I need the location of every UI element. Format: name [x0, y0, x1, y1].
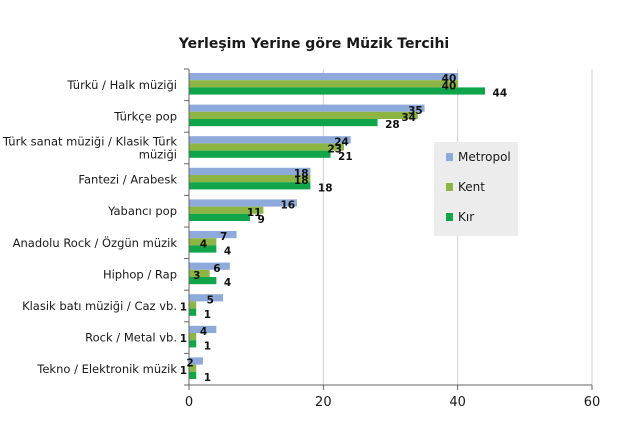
- legend-swatch: [446, 213, 453, 221]
- category-label: Rock / Metal vb.: [85, 331, 177, 345]
- category-label: müziği: [139, 148, 177, 162]
- bar-metropol: [189, 136, 351, 144]
- data-label: 5: [207, 294, 214, 306]
- data-label: 34: [401, 112, 416, 124]
- data-label: 4: [224, 277, 231, 289]
- bar-kent: [189, 175, 311, 183]
- bar-kent: [189, 269, 210, 277]
- bar-kent: [189, 80, 459, 88]
- bar-kır: [189, 87, 486, 95]
- data-label: 3: [193, 270, 200, 282]
- category-label: Tekno / Elektronik müzik: [36, 362, 177, 376]
- data-label: 7: [220, 231, 227, 243]
- bar-metropol: [189, 325, 217, 333]
- data-label: 23: [327, 144, 342, 156]
- category-label: Hiphop / Rap: [103, 267, 177, 281]
- x-tick-label: 40: [449, 395, 466, 410]
- data-label: 16: [280, 200, 295, 212]
- data-label: 9: [257, 214, 264, 226]
- bar-kent: [189, 238, 217, 246]
- data-label: 18: [294, 175, 309, 187]
- bar-kent: [189, 143, 344, 151]
- data-label: 2: [186, 358, 193, 370]
- bar-kır: [189, 119, 378, 127]
- bar-metropol: [189, 357, 203, 365]
- legend: Metropol Kent Kır: [434, 142, 518, 236]
- bar-metropol: [189, 104, 425, 112]
- category-label: Fantezi / Arabesk: [78, 173, 177, 187]
- value-labels: 4035241816765424034231811431114428211894…: [180, 73, 507, 384]
- bar-metropol: [189, 167, 311, 175]
- bar-kent: [189, 206, 264, 214]
- data-label: 1: [180, 365, 187, 377]
- data-label: 21: [338, 151, 353, 163]
- data-label: 1: [180, 333, 187, 345]
- chart-title: Yerleşim Yerine göre Müzik Tercihi: [178, 36, 449, 52]
- bar-kır: [189, 213, 250, 221]
- legend-label: Kent: [458, 180, 485, 194]
- bar-kır: [189, 182, 311, 190]
- legend-swatch: [446, 153, 453, 161]
- category-label: Türkü / Halk müziği: [66, 78, 177, 92]
- bar-kır: [189, 150, 331, 158]
- bar-metropol: [189, 73, 459, 81]
- data-label: 40: [442, 73, 457, 85]
- data-label: 18: [318, 182, 333, 194]
- data-label: 1: [204, 309, 211, 321]
- category-label: Yabancı pop: [107, 204, 177, 218]
- category-label: Klasik batı müziği / Caz vb.: [22, 299, 177, 313]
- category-label: Türk sanat müziği / Klasik Türk: [2, 135, 177, 149]
- category-label: Anadolu Rock / Özgün müzik: [13, 234, 178, 250]
- data-label: 4: [200, 238, 207, 250]
- bar-kır: [189, 277, 217, 285]
- data-label: 24: [334, 136, 349, 148]
- data-label: 4: [224, 246, 231, 258]
- legend-label: Kır: [458, 210, 474, 224]
- bar-kır: [189, 245, 217, 253]
- bar-metropol: [189, 199, 297, 207]
- data-label: 1: [180, 302, 187, 314]
- x-tick-label: 0: [185, 395, 193, 410]
- bars: [189, 73, 486, 379]
- bar-kır: [189, 308, 197, 316]
- bar-metropol: [189, 231, 237, 239]
- axes: 0 20 40 60 Türkü / Halk müziği Türkçe pop Türk…: [2, 68, 601, 410]
- bar-kır: [189, 340, 197, 348]
- bar-kent: [189, 364, 197, 372]
- data-label: 44: [493, 88, 508, 100]
- legend-swatch: [446, 183, 453, 191]
- bar-kent: [189, 111, 418, 119]
- data-label: 18: [294, 168, 309, 180]
- category-label: Türkçe pop: [113, 109, 177, 123]
- data-label: 1: [204, 372, 211, 384]
- legend-label: Metropol: [458, 150, 511, 164]
- data-label: 35: [408, 105, 423, 117]
- data-label: 28: [385, 119, 400, 131]
- data-label: 40: [442, 80, 457, 92]
- bar-metropol: [189, 262, 230, 270]
- data-label: 6: [213, 263, 220, 275]
- bar-kent: [189, 333, 197, 341]
- bar-kent: [189, 301, 197, 309]
- data-label: 11: [247, 207, 262, 219]
- x-tick-label: 20: [315, 395, 332, 410]
- bar-kır: [189, 371, 197, 379]
- data-label: 4: [200, 326, 207, 338]
- x-tick-label: 60: [584, 395, 601, 410]
- data-label: 1: [204, 340, 211, 352]
- bar-metropol: [189, 294, 224, 302]
